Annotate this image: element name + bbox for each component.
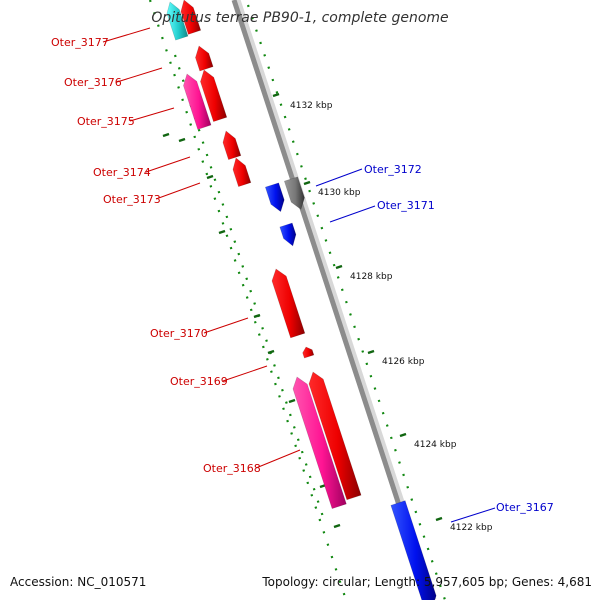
leader-line-4 xyxy=(155,182,201,200)
gene-label-oter-3176[interactable]: Oter_3176 xyxy=(64,76,122,89)
gene-feature-oter-3177 xyxy=(180,0,202,35)
tick-mark-1 xyxy=(303,180,311,186)
gene-feature-oter-3173 xyxy=(232,157,252,188)
gene-feature-oter-3177-cyan xyxy=(166,1,189,41)
backbone xyxy=(231,0,433,600)
tick-mark-6 xyxy=(162,132,170,138)
gene-label-oter-3169[interactable]: Oter_3169 xyxy=(170,375,228,388)
tick-mark-5 xyxy=(435,516,443,522)
gene-feature-oter-3172 xyxy=(283,176,305,210)
leader-line-0 xyxy=(102,27,151,43)
leader-line-2 xyxy=(129,107,175,122)
gc-track-right xyxy=(246,4,447,600)
leader-line-1 xyxy=(116,67,163,83)
gene-label-oter-3168[interactable]: Oter_3168 xyxy=(203,462,261,475)
gene-feature-oter-3176 xyxy=(200,69,228,122)
gene-feature-oter-3171 xyxy=(264,182,285,213)
gene-label-oter-3170[interactable]: Oter_3170 xyxy=(150,327,208,340)
tick-mark-13 xyxy=(178,137,186,143)
leader-line-9 xyxy=(329,205,376,223)
gene-label-oter-3171[interactable]: Oter_3171 xyxy=(377,199,435,212)
leader-line-10 xyxy=(450,507,496,523)
label-leaders xyxy=(102,27,496,523)
gene-feature-oter-3175 xyxy=(183,73,212,130)
tick-mark-7 xyxy=(218,229,226,235)
tick-label-4124: 4124 kbp xyxy=(414,440,457,450)
gene-label-oter-3177[interactable]: Oter_3177 xyxy=(51,36,109,49)
gene-label-oter-3174[interactable]: Oter_3174 xyxy=(93,166,151,179)
tick-mark-12 xyxy=(333,523,341,529)
leader-line-8 xyxy=(315,168,363,187)
gene-label-oter-3173[interactable]: Oter_3173 xyxy=(103,193,161,206)
tick-label-4130: 4130 kbp xyxy=(318,188,361,198)
leader-line-5 xyxy=(203,317,249,334)
tick-mark-15 xyxy=(206,174,214,180)
tick-mark-8 xyxy=(253,313,261,319)
gene-feature-oter-3168a xyxy=(308,371,362,501)
gene-feature-oter-3171b xyxy=(279,222,297,247)
tick-mark-2 xyxy=(335,264,343,270)
gene-feature-oter-3176a xyxy=(195,45,214,72)
tick-label-4132: 4132 kbp xyxy=(290,101,333,111)
leader-line-7 xyxy=(255,449,301,469)
gene-label-oter-3167[interactable]: Oter_3167 xyxy=(496,501,554,514)
gene-label-oter-3175[interactable]: Oter_3175 xyxy=(77,115,135,128)
leader-line-3 xyxy=(145,156,191,173)
gene-feature-oter-3167 xyxy=(390,500,437,600)
gene-label-oter-3172[interactable]: Oter_3172 xyxy=(364,163,422,176)
gene-feature-oter-3168 xyxy=(292,376,347,509)
gc-dash-tracks xyxy=(148,0,447,600)
tick-mark-9 xyxy=(267,349,275,355)
tick-label-4122: 4122 kbp xyxy=(450,523,493,533)
gene-features xyxy=(166,0,437,600)
gene-feature-oter-3174 xyxy=(222,130,242,161)
gene-feature-oter-3170 xyxy=(271,268,306,339)
gene-feature-oter-3169 xyxy=(302,346,315,359)
map-title: Opitutus terrae PB90-1, complete genome xyxy=(151,10,448,26)
accession-text: Accession: NC_010571 xyxy=(10,575,147,589)
tick-mark-10 xyxy=(288,398,296,404)
tick-mark-4 xyxy=(399,432,407,438)
gc-track-left-outer xyxy=(148,0,348,600)
tick-mark-3 xyxy=(367,349,375,355)
leader-line-6 xyxy=(222,365,268,382)
tick-mark-0 xyxy=(272,92,280,98)
tick-label-4128: 4128 kbp xyxy=(350,272,393,282)
backbone-shadow xyxy=(233,0,437,600)
tick-label-4126: 4126 kbp xyxy=(382,357,425,367)
topology-text: Topology: circular; Length: 5,957,605 bp… xyxy=(262,575,592,589)
